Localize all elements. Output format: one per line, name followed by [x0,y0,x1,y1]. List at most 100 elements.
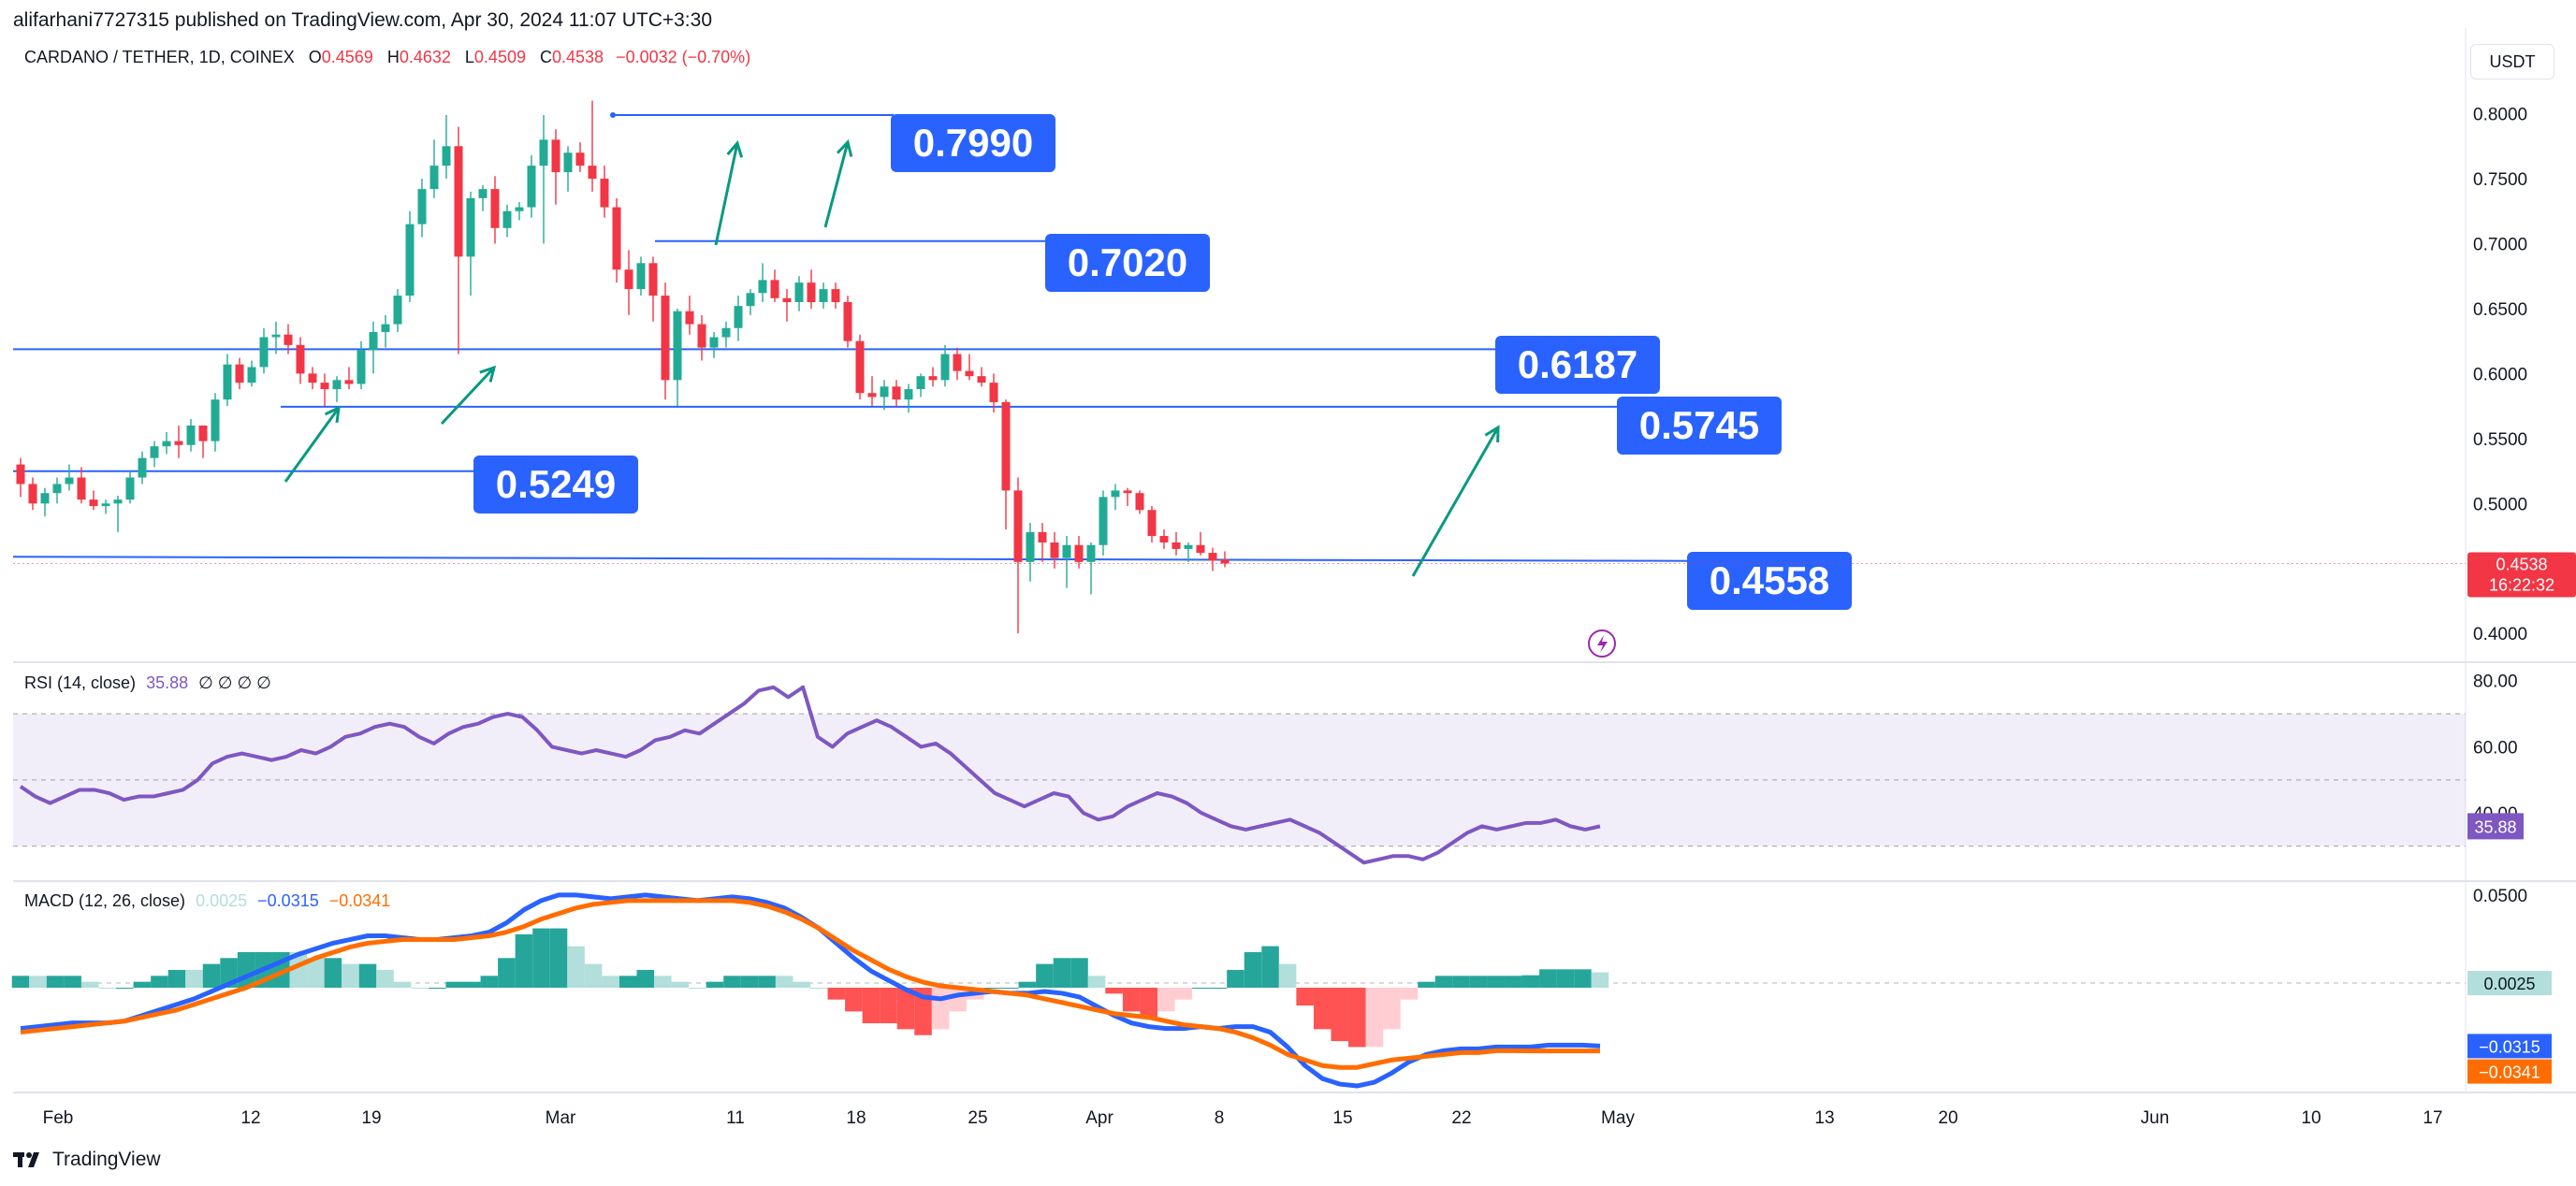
time-tick-label: 8 [1215,1108,1225,1128]
time-tick-label: Jun [2141,1108,2170,1128]
candle-body [1074,544,1084,562]
candle-body [162,441,171,447]
level-label-text: 0.5249 [496,462,616,506]
macd-legend: MACD (12, 26, close) 0.0025 −0.0315 −0.0… [24,891,390,911]
macd-histogram-bar [1053,958,1071,988]
trend-arrow-head [479,365,497,383]
candle-body [600,179,609,208]
time-tick-label: 25 [968,1108,987,1128]
high-label: H [386,48,400,66]
candle-body [1026,531,1035,562]
level-label-text: 0.7020 [1068,240,1187,284]
macd-histogram-bar [896,987,915,1030]
footer-brand-text: TradingView [52,1149,161,1170]
trend-arrow [440,366,496,426]
candle-body [527,166,536,208]
candle-body [831,289,840,302]
macd-histogram-bar [411,987,429,989]
publisher-line: alifarhani7727315 published on TradingVi… [13,9,712,31]
candle-body [369,331,378,351]
macd-histogram-bar [64,976,81,988]
price-tick-label: 0.6000 [2473,365,2527,384]
macd-histogram-bar [1140,987,1157,1018]
time-tick-label: 20 [1938,1108,1957,1128]
rsi-line [19,685,1601,865]
macd-histogram-bar [619,976,637,988]
macd-line-value: −0.0315 [257,891,319,910]
price-tick-label: 0.5500 [2473,430,2527,450]
level-label-box [1045,234,1210,292]
trend-arrow [1411,427,1500,577]
macd-histogram-bar [185,969,203,988]
price-tick-label: 0.7000 [2473,235,2527,254]
candle-body [259,337,269,368]
candle-body [843,301,852,341]
candle-body [746,293,755,307]
macd-histogram-bar [584,963,603,988]
macd-histogram-bar [1278,963,1297,988]
candle-body [28,484,37,504]
candle-body [709,337,719,348]
candle-body [138,457,147,478]
candle-body [758,280,767,294]
level-label-box [1617,397,1782,455]
candle-body [965,370,974,377]
macd-histogram-bar [498,958,516,988]
candle-body [357,350,366,384]
time-tick-label: May [1601,1108,1635,1128]
macd-histogram-bar [1209,987,1228,989]
candle-body [296,344,305,374]
candle-body [101,503,110,507]
candle-body [648,263,658,296]
macd-histogram-bar [1574,969,1592,988]
open-label: O [308,48,322,66]
candle-body [588,166,597,180]
currency-button[interactable]: USDT [2470,44,2554,80]
macd-tick-label: 0.0500 [2473,887,2527,906]
candle-body [794,282,804,302]
macd-histogram-bar [1001,987,1019,989]
candle-body [515,207,524,211]
candle-body [223,364,232,400]
price-tick-label: 0.4000 [2473,625,2527,644]
candle-body [636,263,646,290]
time-tick-label: 19 [361,1108,381,1128]
lightning-icon [1588,629,1616,658]
candle-body [466,197,475,257]
level-label-box [1687,552,1852,610]
trend-arrow [823,141,850,228]
footer-brand: TradingView [13,1149,161,1171]
candle-body [1099,497,1108,545]
candle-body [807,282,816,302]
time-tick-label: 11 [726,1108,745,1128]
macd-histogram-bar [358,963,377,988]
candle-body [782,297,792,302]
last-price-tag [2467,552,2576,598]
candle-body [697,324,706,348]
candle-body [150,446,159,458]
level-label-text: 0.6187 [1518,342,1637,386]
candle-body [1196,544,1205,554]
time-tick-label: 15 [1332,1108,1352,1128]
candle-body [734,306,743,328]
candle-body [478,189,488,198]
macd-histogram-bar [1122,987,1141,1012]
macd-histogram-bar [151,976,168,988]
candle-body [1111,490,1120,498]
candle-body [381,324,390,332]
candle-body [198,425,208,441]
macd-histogram-bar [98,987,117,989]
signal-line [20,898,1600,1070]
macd-value-tag-text: −0.0341 [2479,1063,2540,1082]
trend-arrow-head [836,138,853,157]
macd-histogram-bar [1556,969,1575,988]
macd-histogram-bar [480,976,499,988]
macd-histogram-bar [1087,976,1106,988]
macd-histogram-bar [758,976,776,988]
macd-histogram-bar [1418,981,1435,988]
candle-body [563,152,573,173]
lightning-icon-bolt [1597,635,1608,653]
price-tick-label: 0.6500 [2473,300,2527,320]
candle-body [247,367,256,383]
